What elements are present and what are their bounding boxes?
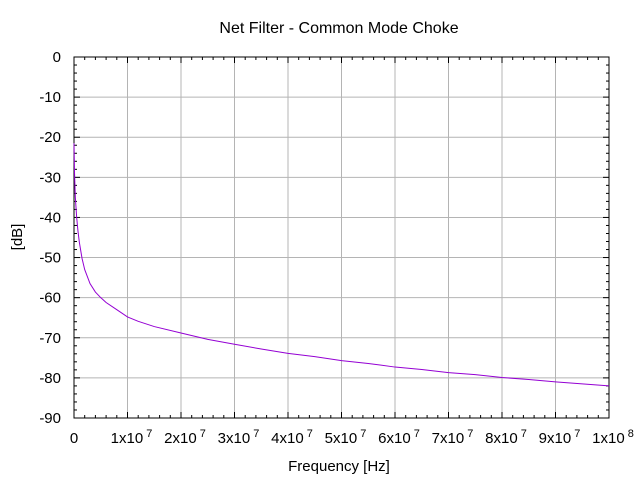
- y-tick-label: -70: [39, 330, 61, 347]
- axis-ticks: [73, 56, 610, 419]
- grid: [74, 57, 609, 418]
- y-tick-label: -10: [39, 89, 61, 106]
- x-tick-label: 8x10 7: [485, 428, 527, 447]
- x-tick-label: 0: [70, 430, 78, 447]
- x-tick-label: 4x10 7: [271, 428, 313, 447]
- x-tick-label: 1x10 7: [111, 428, 153, 447]
- x-tick-label: 5x10 7: [325, 428, 367, 447]
- y-tick-label: -60: [39, 290, 61, 307]
- x-tick-label: 7x10 7: [432, 428, 474, 447]
- x-tick-label: 6x10 7: [378, 428, 420, 447]
- y-tick-label: -20: [39, 129, 61, 146]
- y-tick-label: -40: [39, 209, 61, 226]
- x-tick-label: 2x10 7: [164, 428, 206, 447]
- y-tick-label: -80: [39, 370, 61, 387]
- y-tick-label: -50: [39, 250, 61, 267]
- y-axis-label: [dB]: [9, 224, 26, 251]
- x-tick-label: 3x10 7: [218, 428, 260, 447]
- y-tick-label: -90: [39, 410, 61, 427]
- series-line-1: [73, 143, 610, 387]
- x-axis-tick-labels: 0 1x10 7 2x10 7 3x10 7 4x10 7 5x10 7 6x10 7 7x10 7 8x10…: [70, 428, 634, 447]
- chart-title: Net Filter - Common Mode Choke: [219, 20, 458, 37]
- y-tick-label: -30: [39, 169, 61, 186]
- x-tick-label: 9x10 7: [539, 428, 581, 447]
- series-layer: [73, 143, 610, 387]
- y-axis-tick-labels: 0 -10 -20 -30 -40 -50 -60 -70 -80 -90: [39, 49, 61, 427]
- x-axis-label: Frequency [Hz]: [288, 458, 390, 475]
- x-tick-label: 1x10 8: [592, 428, 634, 447]
- y-tick-label: 0: [53, 49, 61, 66]
